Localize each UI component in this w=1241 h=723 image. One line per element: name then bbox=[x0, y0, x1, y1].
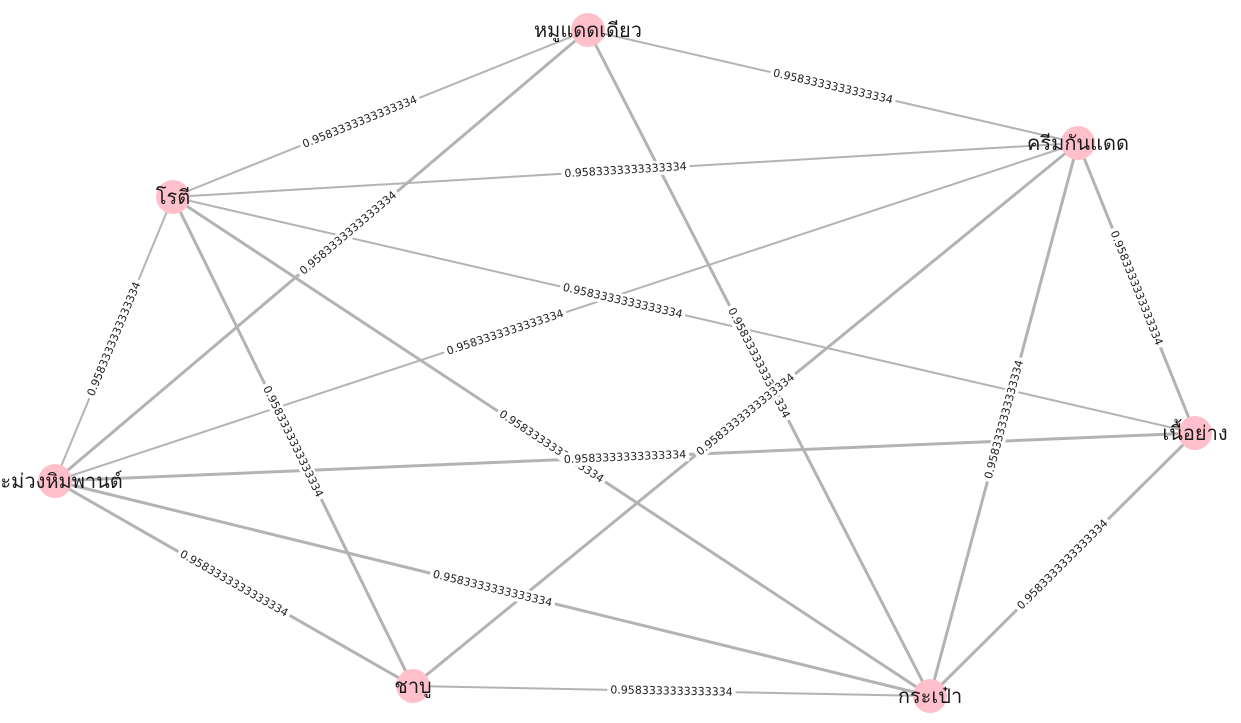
node-label-roti: โรตี bbox=[156, 185, 190, 209]
node-label-shabu: ชาบู bbox=[394, 674, 432, 699]
edge-weight-label: 0.9583333333333334 bbox=[610, 683, 733, 698]
nodes-layer bbox=[38, 13, 1212, 713]
edge-label-background bbox=[768, 65, 898, 108]
node-label-mango: มะม่วงหิมพานต์ bbox=[0, 469, 123, 493]
node-moo[interactable] bbox=[571, 13, 605, 47]
edge-label-background bbox=[258, 380, 328, 503]
edge-labels-layer: 0.95833333333333340.95833333333333340.95… bbox=[82, 65, 1167, 700]
edge-weight-label: 0.9583333333333334 bbox=[301, 93, 419, 151]
edge-weight-label: 0.9583333333333334 bbox=[562, 281, 684, 321]
edge-label-background bbox=[607, 682, 736, 700]
edge-weight-label: 0.9583333333333334 bbox=[445, 307, 565, 358]
node-label-moo: หมูแดดเดียว bbox=[534, 18, 642, 43]
edge-weight-label: 0.9583333333333334 bbox=[84, 280, 143, 398]
edge-label-background bbox=[691, 368, 800, 461]
node-cream[interactable] bbox=[1061, 126, 1095, 160]
edge-label-group: 0.9583333333333334 bbox=[174, 545, 294, 622]
edge-label-background bbox=[558, 279, 687, 323]
edge-label-group: 0.9583333333333334 bbox=[442, 305, 569, 360]
edge-label-group: 0.9583333333333334 bbox=[294, 186, 402, 280]
edge-weight-label: 0.9583333333333334 bbox=[431, 568, 553, 610]
node-shabu[interactable] bbox=[396, 669, 430, 703]
edge-label-background bbox=[560, 447, 690, 467]
edge-weight-label: 0.9583333333333334 bbox=[260, 384, 326, 500]
edge-label-background bbox=[1106, 225, 1167, 351]
edge-label-background bbox=[297, 91, 422, 153]
edge-label-group: 0.9583333333333334 bbox=[297, 91, 422, 153]
edge-weight-label: 0.9583333333333334 bbox=[1014, 517, 1110, 613]
edge-label-group: 0.9583333333333334 bbox=[768, 65, 898, 108]
edge-label-group: 0.9583333333333334 bbox=[558, 279, 687, 323]
edge-weight-label: 0.9583333333333334 bbox=[564, 160, 687, 180]
edge-label-group: 0.9583333333333334 bbox=[607, 682, 736, 700]
edge-weight-label: 0.9583333333333334 bbox=[564, 448, 687, 466]
edge-label-background bbox=[561, 159, 690, 181]
edge-label-group: 0.9583333333333334 bbox=[1012, 514, 1113, 615]
edge-label-background bbox=[494, 405, 609, 488]
edge-label-group: 0.9583333333333334 bbox=[494, 405, 609, 488]
edge-weight-label: 0.9583333333333334 bbox=[982, 359, 1026, 481]
edge-weight-label: 0.9583333333333334 bbox=[178, 547, 291, 619]
node-mango[interactable] bbox=[38, 464, 72, 498]
node-bag[interactable] bbox=[913, 679, 947, 713]
edge-label-group: 0.9583333333333334 bbox=[980, 355, 1028, 484]
edge-label-background bbox=[174, 545, 294, 622]
edge-label-group: 0.9583333333333334 bbox=[428, 566, 557, 611]
node-label-beef: เนื้อย่าง bbox=[1162, 419, 1227, 445]
edge-label-background bbox=[82, 277, 146, 401]
node-roti[interactable] bbox=[156, 180, 190, 214]
node-label-bag: กระเป๋า bbox=[898, 684, 962, 708]
edge-label-group: 0.9583333333333334 bbox=[82, 277, 146, 401]
edge-label-background bbox=[980, 355, 1028, 484]
node-label-cream: ครีมกันแดด bbox=[1027, 131, 1129, 155]
edge-weight-label: 0.9583333333333334 bbox=[1108, 229, 1166, 347]
edge-label-group: 0.9583333333333334 bbox=[560, 447, 690, 467]
edge-weight-label: 0.9583333333333334 bbox=[497, 407, 606, 485]
edge-label-background bbox=[428, 566, 557, 611]
edge-label-background bbox=[1012, 514, 1113, 615]
edge-label-background bbox=[294, 186, 402, 280]
edge-cream-mango bbox=[54, 142, 1079, 482]
node-beef[interactable] bbox=[1178, 416, 1212, 450]
edge-weight-label: 0.9583333333333334 bbox=[297, 188, 399, 277]
edge-weight-label: 0.9583333333333334 bbox=[772, 66, 894, 106]
edge-label-group: 0.9583333333333334 bbox=[1106, 225, 1167, 351]
edge-label-background bbox=[442, 305, 569, 360]
edge-label-group: 0.9583333333333334 bbox=[258, 380, 328, 503]
edge-label-group: 0.9583333333333334 bbox=[561, 159, 690, 181]
